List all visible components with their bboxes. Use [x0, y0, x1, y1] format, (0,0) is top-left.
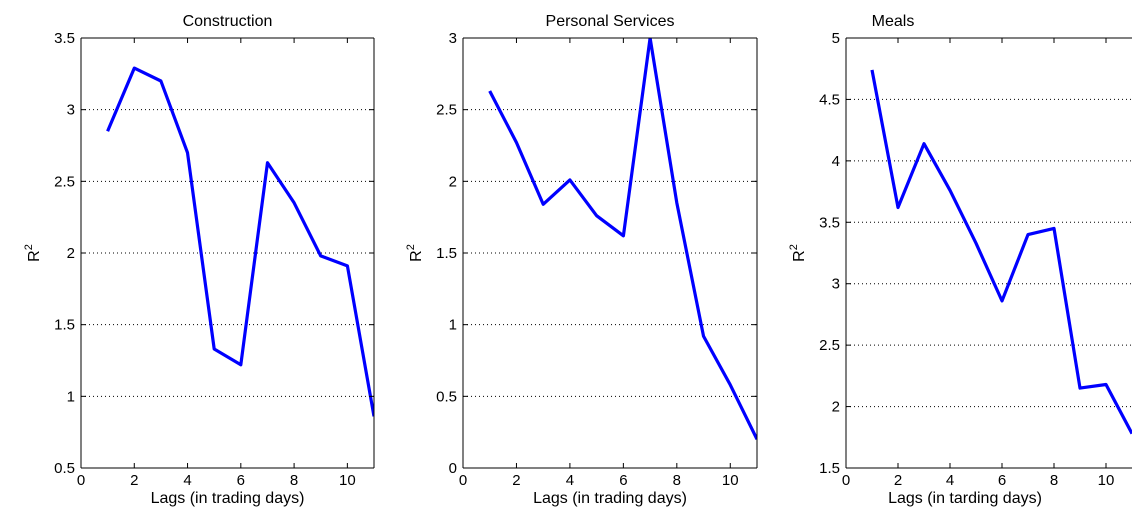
x-tick-label: 0 [459, 472, 467, 489]
x-tick-label: 4 [946, 472, 954, 489]
y-tick-label: 3.5 [54, 30, 75, 47]
y-tick-label: 2 [67, 245, 75, 262]
x-tick-label: 0 [77, 472, 85, 489]
x-tick-label: 8 [673, 472, 681, 489]
chart-title: Meals [872, 13, 915, 30]
y-tick-label: 2.5 [819, 337, 840, 354]
y-tick-label: 4.5 [819, 91, 840, 108]
y-tick-label: 0.5 [54, 460, 75, 477]
y-tick-label: 2.5 [436, 102, 457, 119]
y-tick-label: 1 [67, 388, 75, 405]
x-axis-label: Lags (in trading days) [151, 490, 305, 507]
y-tick-label: 1.5 [819, 460, 840, 477]
series-line [106, 66, 374, 417]
x-tick-label: 6 [237, 472, 245, 489]
series-line [870, 69, 1132, 435]
y-axis-label-base: R [26, 250, 43, 262]
y-tick-label: 3 [67, 102, 75, 119]
y-tick-label: 1.5 [54, 317, 75, 334]
x-tick-label: 6 [998, 472, 1006, 489]
y-tick-label: 3.5 [819, 214, 840, 231]
y-tick-label: 3 [449, 30, 457, 47]
y-tick-label: 1 [449, 317, 457, 334]
chart-panel: 0 2 4 6 8 10 0 0.5 1 1.5 2 2.5 3 Personal Services Lag… [405, 13, 758, 507]
x-tick-label: 2 [130, 472, 138, 489]
y-axis-label-superscript: 2 [788, 244, 800, 250]
chart-panel: 0 2 4 6 8 10 0.5 1 1.5 2 2.5 3 3.5 Construction Lags (… [23, 13, 375, 507]
x-tick-label: 10 [1098, 472, 1115, 489]
y-tick-label: 3 [832, 276, 840, 293]
x-tick-label: 10 [722, 472, 739, 489]
x-tick-label: 2 [512, 472, 520, 489]
y-axis-label: R2 [23, 244, 43, 262]
y-axis-label: R2 [405, 244, 425, 262]
x-tick-label: 8 [290, 472, 298, 489]
y-tick-label: 2.5 [54, 173, 75, 190]
x-tick-label: 4 [566, 472, 574, 489]
x-tick-label: 2 [894, 472, 902, 489]
y-axis-label-superscript: 2 [23, 244, 35, 250]
y-axis-label: R2 [788, 244, 808, 262]
y-tick-label: 0 [449, 460, 457, 477]
y-tick-label: 5 [832, 30, 840, 47]
chart-title: Construction [183, 13, 273, 30]
series-line [488, 38, 757, 441]
x-axis-label: Lags (in trading days) [533, 490, 687, 507]
chart-panel: 0 2 4 6 8 10 1.5 2 2.5 3 3.5 4 4.5 5 Meals Lags (in tar… [788, 13, 1132, 507]
y-tick-label: 0.5 [436, 388, 457, 405]
y-axis-label-superscript: 2 [405, 244, 417, 250]
y-tick-label: 1.5 [436, 245, 457, 262]
x-axis-label: Lags (in tarding days) [888, 490, 1042, 507]
y-tick-label: 2 [449, 173, 457, 190]
y-axis-label-base: R [791, 250, 808, 262]
chart-title: Personal Services [546, 13, 675, 30]
x-tick-label: 0 [842, 472, 850, 489]
x-tick-label: 4 [183, 472, 191, 489]
x-tick-label: 6 [619, 472, 627, 489]
y-tick-label: 4 [832, 153, 840, 170]
y-axis-label-base: R [408, 250, 425, 262]
x-tick-label: 10 [339, 472, 356, 489]
x-tick-label: 8 [1050, 472, 1058, 489]
y-tick-label: 2 [832, 399, 840, 416]
